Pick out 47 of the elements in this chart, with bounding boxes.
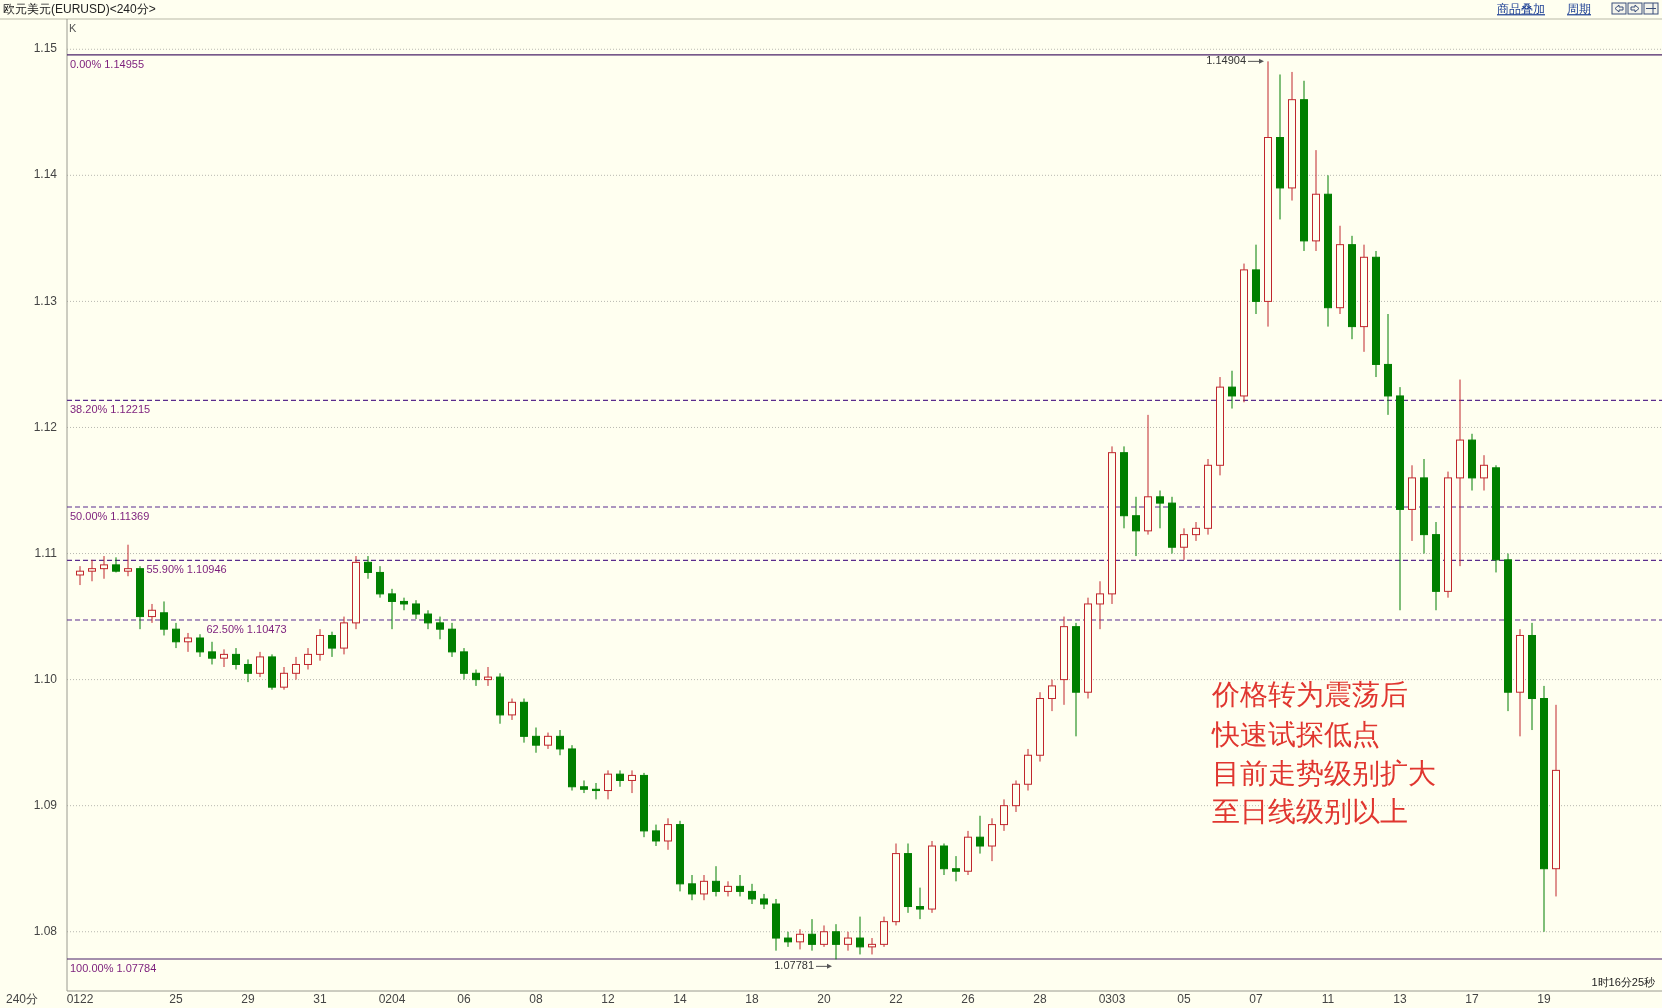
y-tick-label: 1.14 — [33, 167, 58, 182]
x-tick-label: 12 — [601, 992, 615, 1007]
annotation: 240分 — [6, 992, 39, 1007]
annotation: 价格转为震荡后 — [1212, 679, 1408, 711]
x-tick-label: 26 — [961, 992, 975, 1007]
annotation: 商品叠加 — [1497, 2, 1545, 17]
x-tick-label: 13 — [1393, 992, 1407, 1007]
annotation: 周期 — [1567, 2, 1591, 17]
ref-label: 62.50% 1.10473 — [206, 622, 287, 635]
ref-label: 38.20% 1.12215 — [70, 403, 151, 416]
y-tick-label: 1.13 — [33, 293, 58, 308]
annotation: 至日线级别以上 — [1212, 796, 1408, 828]
y-tick-label: 1.08 — [33, 923, 58, 938]
x-tick-label: 0122 — [66, 992, 94, 1007]
x-tick-label: 08 — [529, 992, 543, 1007]
annotation: 1时16分25秒 — [1591, 975, 1655, 988]
y-tick-label: 1.10 — [33, 671, 58, 686]
x-tick-label: 25 — [169, 992, 183, 1007]
x-tick-label: 11 — [1321, 992, 1335, 1007]
annotation: 目前走势级别扩大 — [1212, 758, 1436, 790]
annotation: 快速试探低点 — [1212, 719, 1380, 751]
x-tick-label: 20 — [817, 992, 831, 1007]
x-tick-label: 19 — [1537, 992, 1551, 1007]
ref-label: 50.00% 1.11369 — [70, 509, 150, 522]
y-tick-label: 1.15 — [33, 41, 58, 56]
title: 欧元美元(EURUSD)<240分> — [3, 2, 156, 17]
annotation: 1.14904 — [1206, 54, 1246, 67]
x-tick-label: 17 — [1465, 992, 1479, 1007]
ref-label: 100.00% 1.07784 — [70, 961, 157, 974]
x-tick-label: 05 — [1177, 992, 1191, 1007]
x-tick-label: 31 — [313, 992, 327, 1007]
x-tick-label: 0303 — [1098, 992, 1126, 1007]
x-tick-label: 18 — [745, 992, 759, 1007]
x-tick-label: 29 — [241, 992, 255, 1007]
x-tick-label: 14 — [673, 992, 687, 1007]
x-tick-label: 28 — [1033, 992, 1047, 1007]
y-tick-label: 1.12 — [33, 419, 58, 434]
ref-label: 55.90% 1.10946 — [146, 563, 227, 576]
ref-label: 0.00% 1.14955 — [70, 57, 144, 70]
x-tick-label: 0204 — [378, 992, 406, 1007]
annotation: 1.07781 — [774, 959, 814, 972]
y-tick-label: 1.09 — [33, 797, 58, 812]
y-tick-label: 1.11 — [34, 545, 58, 560]
x-tick-label: 07 — [1249, 992, 1263, 1007]
x-tick-label: 06 — [457, 992, 471, 1007]
x-tick-label: 22 — [889, 992, 903, 1007]
annotation: K — [69, 21, 77, 34]
